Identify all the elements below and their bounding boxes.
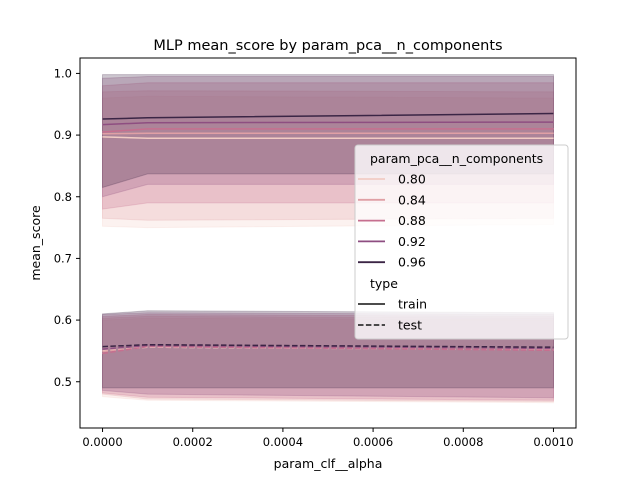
series-line-train-0.84: [102, 132, 554, 135]
legend-entry-train: train: [398, 297, 427, 312]
chart-title: MLP mean_score by param_pca__n_component…: [153, 38, 502, 54]
y-tick-label: 1.0: [54, 66, 72, 80]
legend-entry-test: test: [398, 318, 422, 333]
series-line-train-0.96: [102, 112, 554, 120]
legend-entry-0.96: 0.96: [398, 255, 426, 270]
y-tick-label: 0.9: [54, 128, 72, 142]
series-line-train-0.92: [102, 121, 554, 126]
legend-box: [354, 144, 569, 340]
legend-style-title: type: [370, 276, 398, 291]
y-axis-ticks: 0.5 0.6 0.7 0.8 0.9 1.0: [54, 66, 80, 389]
axes-frame: [79, 57, 577, 429]
x-tick-label: 0.0010: [533, 435, 573, 449]
x-tick-label: 0.0000: [82, 435, 122, 449]
y-tick-label: 0.8: [54, 190, 72, 204]
x-tick-label: 0.0006: [353, 435, 393, 449]
legend-entry-0.92: 0.92: [398, 234, 426, 249]
series-line-test-0.88: [102, 345, 554, 355]
legend-entry-0.88: 0.88: [398, 213, 426, 228]
x-tick-label: 0.0002: [173, 435, 213, 449]
y-tick-label: 0.6: [54, 313, 72, 327]
x-tick-label: 0.0004: [263, 435, 303, 449]
series-line-train-0.80: [102, 136, 554, 139]
y-tick-label: 0.5: [54, 375, 72, 389]
legend-entry-0.80: 0.80: [398, 172, 426, 187]
series-lines: [102, 112, 554, 355]
legend-entry-0.84: 0.84: [398, 192, 426, 207]
x-axis-ticks: 0.0000 0.0002 0.0004 0.0006 0.0008 0.0010: [82, 428, 574, 449]
x-axis-label: param_clf__alpha: [274, 456, 383, 471]
y-tick-label: 0.7: [54, 251, 72, 265]
legend: param_pca__n_components 0.80 0.84 0.88 0.92…: [354, 144, 569, 340]
series-line-train-0.88: [102, 128, 554, 133]
x-tick-label: 0.0008: [443, 435, 483, 449]
legend-hue-entries: 0.80 0.84 0.88 0.92 0.96: [358, 172, 426, 270]
legend-hue-title: param_pca__n_components: [370, 151, 543, 166]
legend-style-entries: train test: [358, 297, 427, 333]
y-axis-label: mean_score: [28, 205, 43, 281]
